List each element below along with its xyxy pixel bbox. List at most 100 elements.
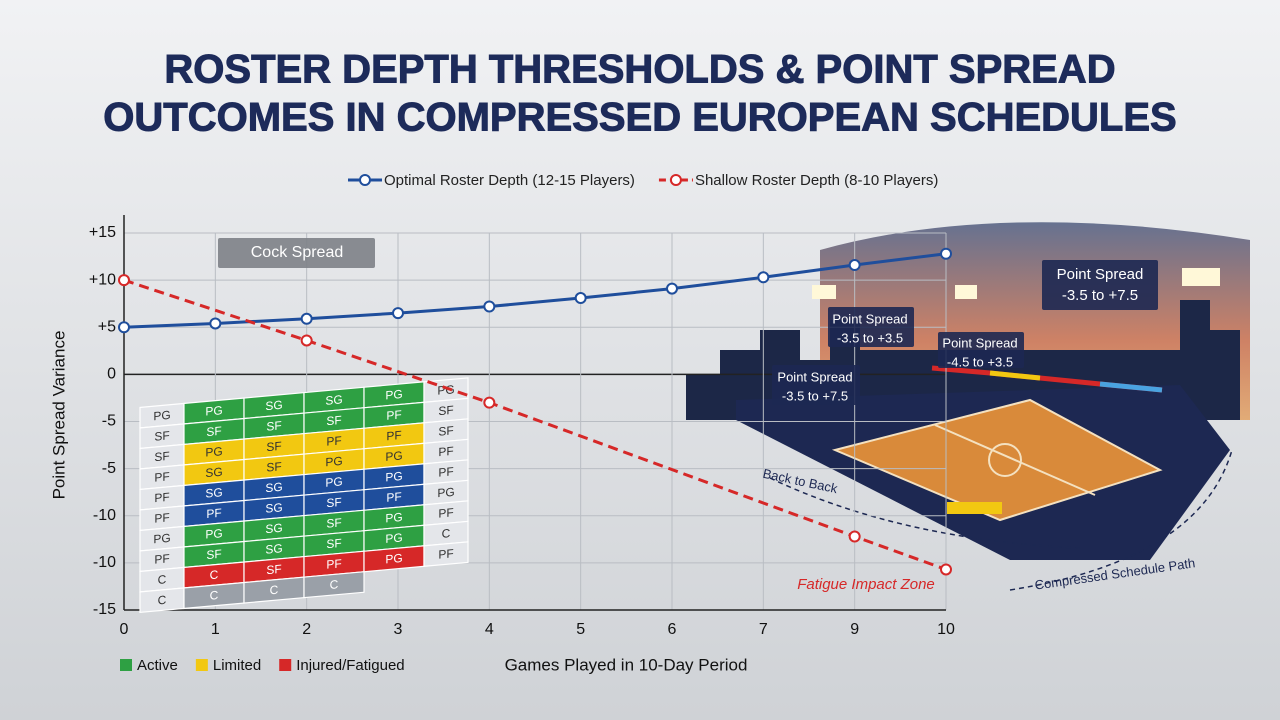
annotation: Point Spread [777,369,852,384]
y-tick-label: +10 [89,271,116,288]
status-swatch [195,659,208,671]
roster-grid: PG PG SG SG PG PG SF SF SF SF PF SF SF PG SF PF PF SF PF SG… [139,377,469,614]
y-tick-label: -15 [93,601,116,618]
chart-title: ROSTER DEPTH THRESHOLDS & POINT SPREAD [164,48,1115,92]
roster-label: PF [438,444,453,459]
legend-label: Optimal Roster Depth (12-15 Players) [384,172,635,189]
roster-label: SF [266,439,281,454]
roster-label: PG [385,510,402,526]
roster-label: SG [325,392,342,408]
y-tick-label: -5 [102,413,116,430]
data-point [757,271,770,284]
x-axis-title: Games Played in 10-Day Period [505,655,748,674]
annotation: Point Spread [832,311,907,326]
roster-label: SF [326,536,341,551]
annotation-box [1042,260,1158,310]
roster-label: PG [153,531,170,547]
y-axis-title: Point Spread Variance [49,331,68,500]
roster-label: C [442,526,451,541]
annotation-box [938,332,1024,368]
roster-label: SG [265,480,282,496]
data-point [483,396,496,409]
y-tick-label: +15 [89,224,116,241]
roster-label: SF [206,547,221,562]
roster-label: PF [326,433,341,448]
roster-label: PF [154,490,169,505]
roster-label: PG [437,382,454,398]
annotation-box [218,238,375,268]
data-point [940,563,952,576]
roster-label: C [158,593,167,608]
roster-label: C [210,588,219,603]
roster-label: SG [265,500,282,516]
status-label: Active [137,657,178,674]
roster-label: PG [153,408,170,424]
data-point [209,317,222,330]
y-tick-label: 0 [107,366,116,383]
annotation: Cock Spread [251,244,344,261]
x-tick-label: 4 [485,621,494,638]
roster-label: SF [206,424,221,439]
roster-label: SF [326,515,341,530]
roster-label: PF [386,408,401,423]
roster-label: SF [266,459,281,474]
roster-label: PF [206,506,221,521]
x-tick-label: 3 [394,621,403,638]
roster-label: PG [205,526,222,542]
status-swatch [279,659,292,671]
data-point [848,259,861,272]
data-point [118,321,130,334]
data-point [392,307,404,320]
data-point [300,334,313,347]
data-point [483,300,496,313]
roster-label: PG [437,485,454,501]
roster-label: PF [386,490,401,505]
roster-label: PF [154,551,169,566]
x-tick-label: 5 [576,621,585,638]
roster-label: PG [385,387,402,403]
data-point [300,312,313,325]
legend-marker [359,174,371,186]
roster-label: PF [154,510,169,525]
status-label: Injured/Fatigued [296,657,404,674]
roster-label: PF [438,546,453,561]
x-tick-label: 6 [668,621,677,638]
roster-cell [303,571,365,599]
roster-label: SG [265,398,282,414]
chart-title: OUTCOMES IN COMPRESSED EUROPEAN SCHEDULE… [103,96,1176,140]
roster-label: PG [385,448,402,464]
annotation: -3.5 to +3.5 [837,330,903,345]
y-tick-label: +5 [98,318,116,335]
x-tick-label: 9 [850,621,859,638]
annotation: -3.5 to +7.5 [782,388,848,403]
roster-label: SG [205,465,222,481]
roster-label: PG [325,454,342,470]
data-point [666,282,678,295]
data-point [118,274,130,287]
roster-label: PF [386,428,401,443]
roster-label: PG [385,530,402,546]
annotation: -4.5 to +3.5 [947,354,1013,369]
legend-marker [669,174,682,186]
roster-label: C [330,577,339,592]
roster-label: PG [385,469,402,485]
y-tick-label: -10 [93,507,116,524]
data-point [574,292,587,305]
annotation: Fatigue Impact Zone [797,576,935,593]
annotation: Point Spread [1057,266,1144,283]
roster-label: PG [205,444,222,460]
roster-label: PF [438,505,453,520]
data-point [940,247,952,260]
annotation-box [772,365,860,405]
roster-label: PF [438,464,453,479]
x-tick-label: 1 [211,621,220,638]
roster-label: SG [205,485,222,501]
roster-label: PG [205,403,222,419]
x-tick-label: 10 [937,621,955,638]
x-tick-label: 0 [120,621,129,638]
roster-label: SF [154,449,169,464]
roster-label: SF [438,423,453,438]
legend-label: Shallow Roster Depth (8-10 Players) [695,172,938,189]
status-label: Limited [213,657,261,674]
